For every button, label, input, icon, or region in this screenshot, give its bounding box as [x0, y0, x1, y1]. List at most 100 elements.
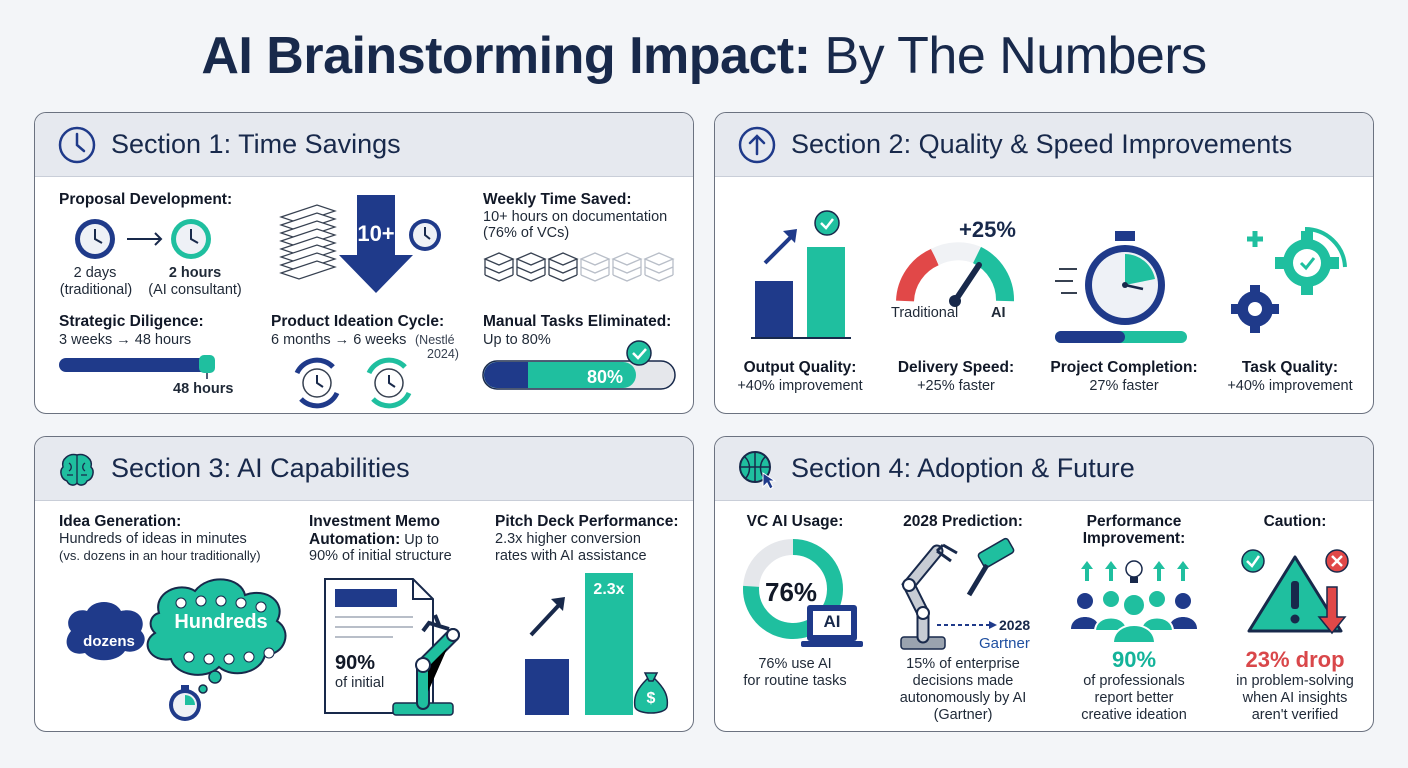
- memo-pct-note: of initial: [335, 675, 385, 691]
- prediction-line3: autonomously by AI: [899, 690, 1027, 706]
- cube-stack-icons: [483, 252, 675, 282]
- delivery-speed-label: Delivery Speed:: [897, 359, 1015, 376]
- caution-line3: aren't verified: [1251, 707, 1339, 723]
- performance-line1: of professionals: [1083, 673, 1185, 689]
- pitch-line2: rates with AI assistance: [495, 548, 647, 564]
- vc-pct: 76%: [765, 577, 818, 607]
- output-quality-text: +40% improvement: [737, 378, 863, 394]
- vc-donut-icon: [743, 539, 863, 647]
- speed-gauge-icon: [896, 242, 1014, 307]
- diligence-text: 3 weeks → 48 hours: [59, 332, 192, 348]
- weekly-label: Weekly Time Saved:: [483, 191, 632, 208]
- arrow-up-circle-icon: [738, 126, 776, 164]
- gears-icon: [1231, 226, 1347, 333]
- diligence-bar-label: 48 hours: [173, 381, 234, 397]
- section-header: Section 4: Adoption & Future: [715, 437, 1373, 501]
- pitch-bar-value: 2.3x: [593, 581, 625, 598]
- vc-badge: AI: [823, 612, 841, 631]
- section-time-savings: Section 1: Time Savings Proposal Develop…: [34, 112, 694, 414]
- caution-pct: 23% drop: [1245, 647, 1345, 672]
- team-growth-icon: [1071, 560, 1197, 644]
- proposal-to: 2 hours: [168, 265, 222, 281]
- prediction-line2: decisions made: [912, 673, 1014, 689]
- prediction-line1: 15% of enterprise: [906, 656, 1020, 672]
- project-completion-label: Project Completion:: [1050, 359, 1198, 376]
- ideation-note1: (Nestlé: [415, 333, 455, 347]
- clock-comparison-icon: [75, 219, 211, 259]
- pitch-bar-icon: [525, 573, 669, 715]
- performance-line3: creative ideation: [1081, 707, 1187, 723]
- cloud-small-label: dozens: [83, 633, 135, 650]
- warning-triangle-icon: [1241, 549, 1349, 635]
- caution-line2: when AI insights: [1242, 690, 1348, 706]
- pitch-line1: 2.3x higher conversion: [495, 531, 641, 547]
- page-title: AI Brainstorming Impact: By The Numbers: [201, 27, 1207, 85]
- proposal-from-note: (traditional): [59, 282, 133, 298]
- cloud-big-label: Hundreds: [174, 611, 268, 633]
- proposal-to-note: (AI consultant): [148, 282, 242, 298]
- clock-icon: [58, 126, 96, 164]
- vc-line2: for routine tasks: [743, 673, 847, 689]
- pitch-label: Pitch Deck Performance:: [495, 513, 679, 530]
- weekly-line1: 10+ hours on documentation: [483, 209, 668, 225]
- memo-label1: Investment Memo: [309, 513, 440, 530]
- gauge-value: +25%: [959, 217, 1016, 242]
- project-completion-text: 27% faster: [1089, 378, 1159, 394]
- performance-label1: Performance: [1086, 513, 1182, 530]
- section-header: Section 3: AI Capabilities: [35, 437, 693, 501]
- output-quality-label: Output Quality:: [743, 359, 857, 376]
- manual-text: Up to 80%: [483, 332, 551, 348]
- arrow-badge: 10+: [357, 221, 395, 246]
- memo-line2: 90% of initial structure: [309, 548, 452, 564]
- prediction-label: 2028 Prediction:: [903, 513, 1023, 530]
- performance-label2: Improvement:: [1082, 530, 1186, 547]
- section-title: Section 2: Quality & Speed Improvements: [791, 129, 1293, 159]
- ideation-label: Product Ideation Cycle:: [271, 313, 445, 330]
- gartner-logo: Gartner: [979, 635, 1030, 652]
- vc-label: VC AI Usage:: [746, 513, 844, 530]
- memo-robot-arm-icon: [324, 578, 460, 716]
- manual-bar-value: 80%: [587, 367, 624, 387]
- idea-line2: (vs. dozens in an hour traditionally): [59, 548, 261, 563]
- dollar-sign-icon: $: [646, 690, 656, 707]
- caution-line1: in problem-solving: [1236, 673, 1354, 689]
- delivery-speed-text: +25% faster: [917, 378, 995, 394]
- idea-label: Idea Generation:: [59, 513, 182, 530]
- stopwatch-icon: [1055, 231, 1187, 343]
- proposal-label: Proposal Development:: [59, 191, 233, 208]
- section-title: Section 4: Adoption & Future: [791, 453, 1135, 483]
- bar-growth-icon: [751, 210, 851, 339]
- section-title: Section 3: AI Capabilities: [111, 453, 410, 483]
- manual-progress-bar: [482, 340, 676, 390]
- vc-line1: 76% use AI: [758, 656, 832, 672]
- diligence-bar: [59, 355, 215, 379]
- robot-gavel-icon: [900, 537, 1015, 650]
- proposal-from: 2 days: [73, 265, 117, 281]
- globe-cursor-icon: [739, 451, 777, 490]
- idea-line1: Hundreds of ideas in minutes: [59, 531, 247, 547]
- document-stack-arrow-icon: [279, 195, 441, 293]
- diligence-label: Strategic Diligence:: [59, 313, 204, 330]
- ideation-note2: 2024): [427, 347, 459, 361]
- section-adoption-future: Section 4: Adoption & Future VC AI Usage…: [714, 436, 1374, 732]
- section-title: Section 1: Time Savings: [111, 129, 401, 159]
- manual-label: Manual Tasks Eliminated:: [483, 313, 672, 330]
- prediction-line4: (Gartner): [933, 707, 993, 723]
- weekly-line2: (76% of VCs): [483, 225, 570, 241]
- memo-label2-row: Automation: Up to: [309, 531, 439, 548]
- gauge-right-label: AI: [991, 305, 1006, 321]
- section-header: Section 2: Quality & Speed Improvements: [715, 113, 1373, 177]
- prediction-year: 2028: [999, 617, 1031, 633]
- section-quality-speed: Section 2: Quality & Speed Improvements …: [714, 112, 1374, 414]
- task-quality-text: +40% improvement: [1227, 378, 1353, 394]
- performance-pct: 90%: [1111, 647, 1157, 672]
- section-header: Section 1: Time Savings: [35, 113, 693, 177]
- ideation-text: 6 months → 6 weeks: [271, 332, 407, 348]
- section-ai-capabilities: Section 3: AI Capabilities Idea Generati…: [34, 436, 694, 732]
- performance-line2: report better: [1094, 690, 1174, 706]
- memo-pct: 90%: [335, 652, 376, 674]
- cycle-clock-icons: [294, 357, 412, 409]
- gauge-left-label: Traditional: [891, 305, 959, 321]
- brain-icon: [60, 453, 94, 486]
- idea-clouds-icon: [66, 578, 287, 721]
